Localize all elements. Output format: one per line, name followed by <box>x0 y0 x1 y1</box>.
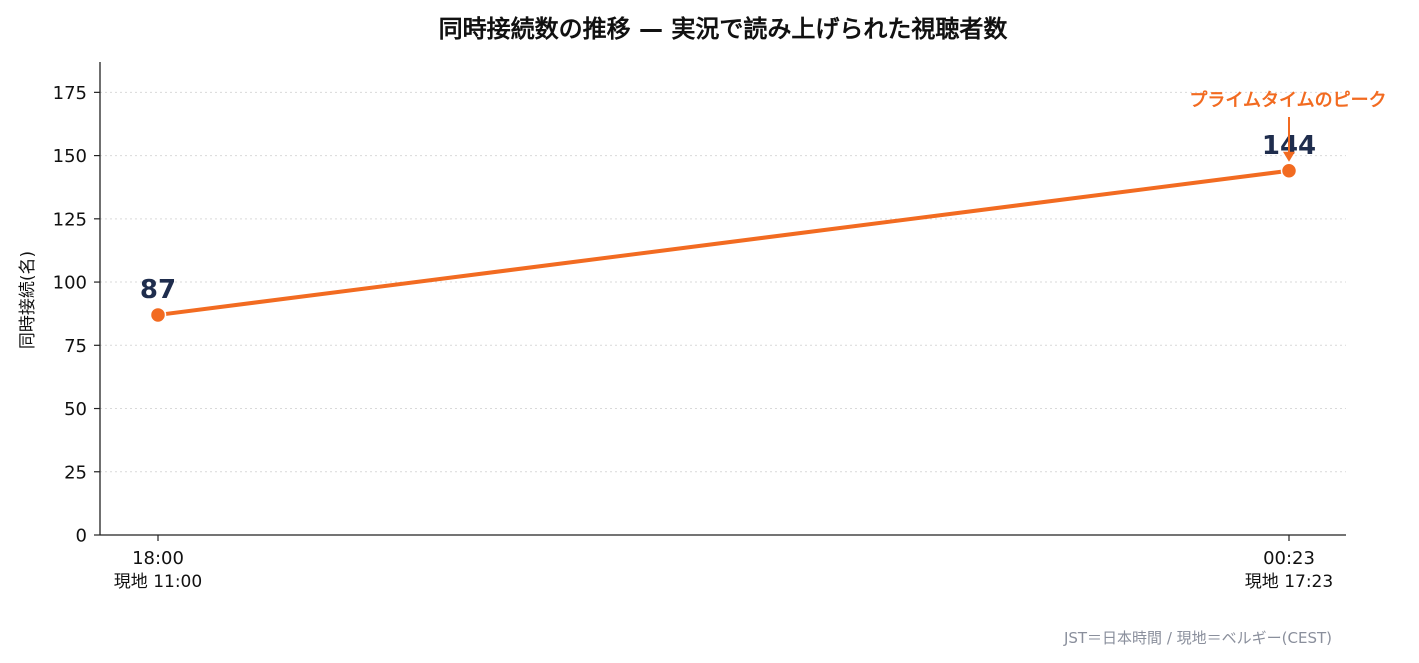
y-tick-label-25: 25 <box>64 462 87 483</box>
data-point-0 <box>149 306 167 324</box>
y-ticks: 0 25 50 75 100 125 150 175 <box>53 83 100 547</box>
data-label-0: 87 <box>140 275 176 305</box>
x-tick-sublabel-0: 現地 11:00 <box>114 572 202 592</box>
y-axis-label: 同時接続(名) <box>18 251 38 349</box>
chart-title: 同時接続数の推移 — 実況で読み上げられた視聴者数 <box>439 15 1009 43</box>
data-point-1 <box>1280 162 1298 180</box>
annotation-label: プライムタイムのピーク <box>1189 89 1386 111</box>
x-ticks: 18:00 現地 11:00 00:23 現地 17:23 <box>114 535 1333 592</box>
x-tick-label-0: 18:00 <box>132 548 184 569</box>
y-tick-label-0: 0 <box>76 526 87 547</box>
x-tick-label-1: 00:23 <box>1263 548 1315 569</box>
data-points <box>149 162 1298 324</box>
annotation: プライムタイムのピーク <box>1189 89 1387 162</box>
annotation-arrow-head <box>1283 151 1295 162</box>
y-tick-label-125: 125 <box>53 209 87 230</box>
gridlines <box>100 91 1346 473</box>
y-tick-label-50: 50 <box>64 399 87 420</box>
series-line-group <box>156 168 1291 317</box>
series-line <box>156 168 1291 317</box>
y-tick-label-175: 175 <box>53 83 87 104</box>
y-tick-label-150: 150 <box>53 146 87 167</box>
x-tick-sublabel-1: 現地 17:23 <box>1245 572 1333 592</box>
footnote: JST＝日本時間 / 現地＝ベルギー(CEST) <box>1063 629 1332 647</box>
y-tick-label-75: 75 <box>64 336 87 357</box>
axes <box>99 62 1346 536</box>
y-tick-label-100: 100 <box>53 273 87 294</box>
